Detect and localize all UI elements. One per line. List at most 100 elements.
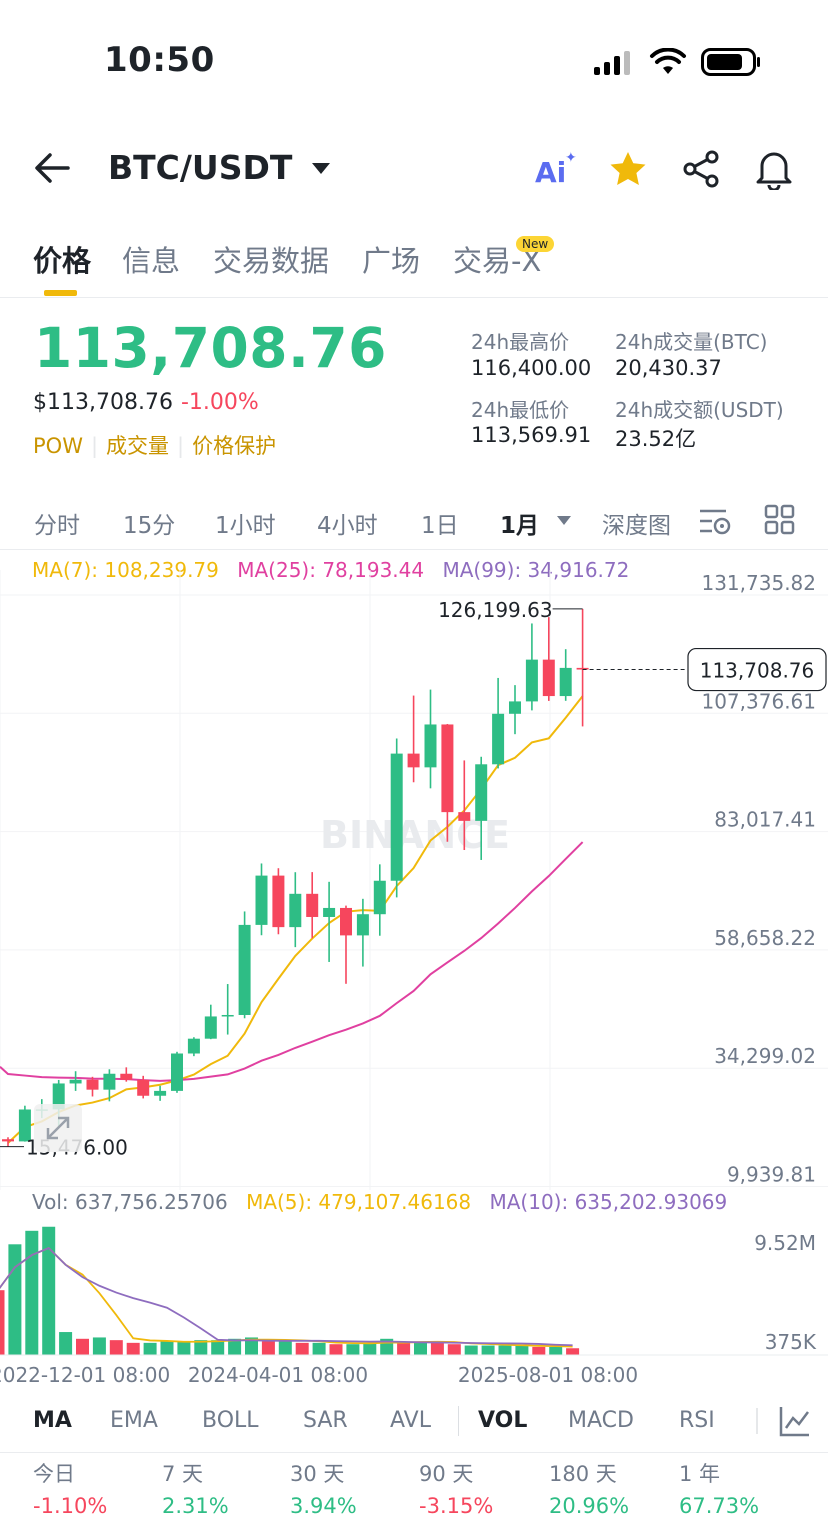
volume-bar (397, 1342, 411, 1355)
y-axis-label: 9,939.81 (727, 1163, 816, 1187)
tab-price[interactable]: 价格 (33, 244, 92, 278)
layout-grid-icon[interactable] (764, 504, 796, 536)
usd-price: $113,708.76 (33, 390, 173, 415)
indicator-ema[interactable]: EMA (110, 1408, 158, 1433)
vol-ma10-line (0, 1246, 573, 1347)
perf-label-today: 今日 (33, 1462, 75, 1486)
ma7-legend: MA(7): 108,239.79 (32, 558, 219, 582)
caret-down-icon[interactable] (310, 160, 332, 176)
volume-bar (228, 1338, 242, 1355)
ma99-legend: MA(99): 34,916.72 (442, 558, 630, 582)
volume-bar (447, 1344, 461, 1355)
y-axis-label: 131,735.82 (701, 571, 816, 595)
active-tab-indicator (44, 290, 77, 296)
candle-body (424, 724, 437, 768)
volume-chart[interactable]: 9.52M 375K 2022-12-01 08:00 2024-04-01 0… (0, 1215, 828, 1395)
expand-chart-button[interactable] (34, 1104, 82, 1152)
volume-legend: Vol: 637,756.25706 MA(5): 479,107.46168 … (32, 1190, 727, 1214)
candle-body (52, 1083, 65, 1110)
candle-body (356, 914, 369, 936)
divider (0, 549, 828, 550)
candle-body (340, 907, 352, 936)
volume-bar (143, 1342, 157, 1355)
vol-ma5-legend: MA(5): 479,107.46168 (246, 1190, 472, 1214)
volume-bar (498, 1345, 512, 1355)
volume-value: Vol: 637,756.25706 (32, 1190, 228, 1214)
volume-axis-min: 375K (765, 1330, 817, 1354)
tab-info[interactable]: 信息 (122, 244, 181, 278)
indicator-settings-icon[interactable] (778, 1404, 812, 1438)
interval-15m[interactable]: 15分 (123, 513, 176, 539)
interval-depth[interactable]: 深度图 (602, 513, 671, 539)
share-icon[interactable] (682, 150, 722, 188)
sparkle-icon: ✦ (565, 150, 577, 166)
interval-1d[interactable]: 1日 (421, 513, 459, 539)
volume-bar (160, 1341, 174, 1355)
indicator-sar[interactable]: SAR (303, 1408, 348, 1433)
volume-bar (363, 1342, 377, 1355)
interval-more-caret-icon[interactable] (556, 514, 572, 526)
candle-body (542, 659, 555, 697)
candle-body (171, 1053, 183, 1091)
candle-body (576, 667, 589, 670)
perf-value-today: -1.10% (33, 1494, 108, 1518)
tag-volume[interactable]: 成交量 (106, 434, 170, 458)
candle-body (390, 753, 403, 881)
volume-bar (109, 1340, 123, 1355)
ma-legend: MA(7): 108,239.79 MA(25): 78,193.44 MA(9… (32, 558, 629, 582)
perf-value-30d: 3.94% (290, 1494, 357, 1518)
tab-square[interactable]: 广场 (362, 244, 421, 278)
volume-bar (481, 1345, 495, 1355)
interval-1h[interactable]: 1小时 (215, 513, 276, 539)
tag-price-protection[interactable]: 价格保护 (192, 434, 277, 458)
vol-ma5-line (0, 1246, 573, 1348)
y-axis-label: 107,376.61 (701, 689, 816, 713)
cellular-signal-icon (594, 51, 630, 75)
back-arrow-icon[interactable] (34, 152, 72, 184)
volume-bar (245, 1337, 258, 1355)
y-axis-label: 34,299.02 (714, 1044, 816, 1068)
chart-settings-icon[interactable] (698, 506, 732, 536)
volume-bar (211, 1340, 225, 1355)
perf-label-30d: 30 天 (290, 1462, 345, 1486)
high-24h-value: 116,400.00 (471, 356, 592, 380)
tab-trading-data[interactable]: 交易数据 (213, 244, 330, 278)
interval-1mo[interactable]: 1月 (500, 513, 540, 539)
candle-body (559, 667, 572, 697)
candle-body (289, 893, 302, 928)
indicator-avl[interactable]: AVL (390, 1408, 431, 1433)
ma25-line (0, 841, 584, 1082)
price-sub-line: $113,708.76 -1.00% (33, 390, 259, 415)
new-badge: New (516, 236, 555, 252)
divider (0, 1452, 828, 1453)
turnover-label: 24h成交额(USDT) (615, 398, 784, 422)
volume-bar (194, 1340, 208, 1355)
tag-pow[interactable]: POW (33, 434, 83, 458)
status-time: 10:50 (104, 40, 215, 80)
interval-bar: 分时 15分 1小时 4小时 1日 1月 深度图 (0, 500, 828, 540)
indicator-rsi[interactable]: RSI (679, 1408, 715, 1433)
candle-body (509, 701, 521, 714)
indicator-boll[interactable]: BOLL (202, 1408, 259, 1433)
interval-4h[interactable]: 4小时 (317, 513, 378, 539)
volume-bar (295, 1342, 309, 1355)
candle-body (492, 713, 505, 765)
indicator-macd[interactable]: MACD (568, 1408, 634, 1433)
indicator-ma[interactable]: MA (33, 1408, 72, 1433)
divider (0, 297, 828, 298)
indicator-vol[interactable]: VOL (478, 1408, 528, 1433)
candle-body (441, 724, 454, 813)
candlestick-chart[interactable]: BINANCE 131,735.82107,376.6183,017.4158,… (0, 570, 828, 1190)
notification-bell-icon[interactable] (754, 148, 794, 190)
ai-icon: Ai (535, 156, 567, 189)
header-bar: BTC/USDT Ai ✦ (0, 130, 828, 210)
interval-line[interactable]: 分时 (34, 513, 80, 539)
volume-bar (515, 1345, 529, 1355)
candle-body (187, 1038, 200, 1054)
ai-assistant-button[interactable]: Ai ✦ (535, 150, 579, 190)
favorite-star-icon[interactable] (608, 150, 648, 188)
x-axis-label-3: 2025-08-01 08:00 (458, 1363, 638, 1387)
candle-body (458, 812, 471, 821)
pair-selector[interactable]: BTC/USDT (108, 148, 293, 187)
ma25-legend: MA(25): 78,193.44 (237, 558, 425, 582)
